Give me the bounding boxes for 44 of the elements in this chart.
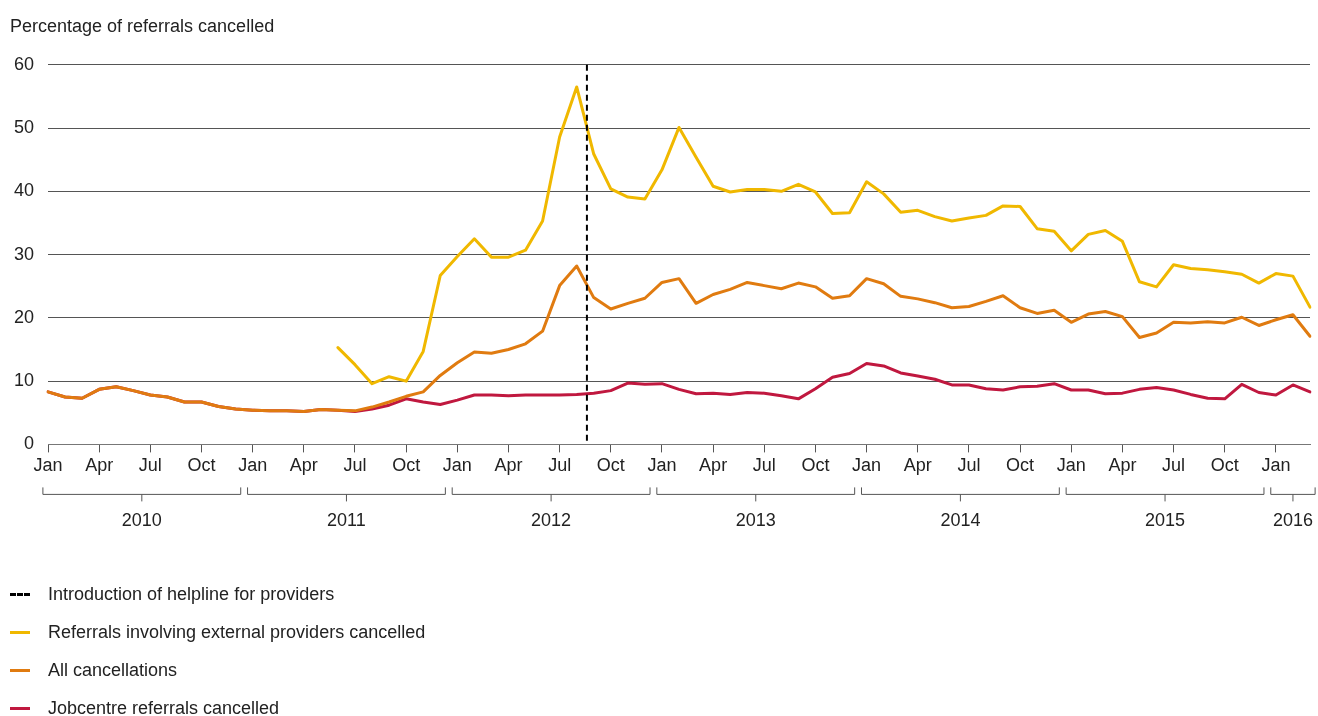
x-tick-label: Jul [957,455,981,476]
y-tick-label: 40 [13,180,35,201]
x-tick-label: Jan [1261,455,1291,476]
x-tick-label: Oct [801,455,830,476]
x-tick-label: Oct [596,455,625,476]
x-tick-label: Jan [1056,455,1086,476]
x-tick-label: Jul [752,455,776,476]
x-tick-label: Jan [238,455,268,476]
y-tick-label: 10 [13,370,35,391]
x-tick-label: Apr [1108,455,1137,476]
text: 2012 [531,510,572,531]
x-tick-label: Jul [343,455,367,476]
text: 2015 [1145,510,1186,531]
x-tick-label: Oct [187,455,216,476]
text: 2013 [735,510,776,531]
x-tick-label: Apr [289,455,318,476]
x-tick-label: Jul [1162,455,1186,476]
text: 2016 [1272,510,1313,531]
text: 2014 [940,510,981,531]
x-tick-label: Apr [903,455,932,476]
x-tick-label: Jul [138,455,162,476]
legend-label: All cancellations [48,659,178,681]
text: 2011 [327,510,366,531]
x-tick-label: Oct [1006,455,1035,476]
x-tick-label: Apr [85,455,114,476]
y-tick-label: 20 [13,306,35,327]
x-tick-label: Jan [442,455,472,476]
x-tick-label: Apr [699,455,728,476]
y-tick-label: 60 [13,53,35,74]
x-tick-label: Oct [392,455,421,476]
x-tick-label: Oct [1210,455,1239,476]
x-tick-label: Jul [548,455,572,476]
legend-label: Referrals involving external providers cancelled [48,621,426,643]
legend-label: Jobcentre referrals cancelled [48,697,280,716]
y-tick-label: 50 [13,117,35,138]
text: Introduction of helpline for providers [48,583,335,604]
x-tick-label: Jan [647,455,677,476]
x-tick-label: Jan [852,455,882,476]
y-axis-title: Percentage of referrals cancelled [10,16,275,37]
x-tick-label: Apr [494,455,523,476]
y-tick-label: 30 [13,243,35,264]
text: 2010 [121,510,162,531]
x-tick-label: Jan [33,455,63,476]
y-tick-label: 0 [24,433,35,454]
